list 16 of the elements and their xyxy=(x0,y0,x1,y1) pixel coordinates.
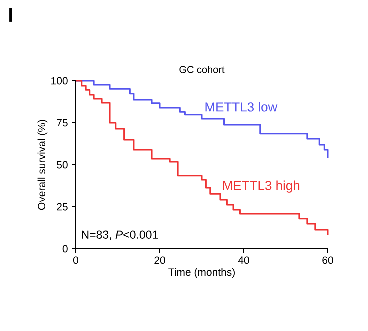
y-tick-label: 0 xyxy=(62,245,68,253)
y-tick-label: 75 xyxy=(57,119,68,127)
series-label: METTL3 high xyxy=(223,180,300,193)
x-tick-label: 20 xyxy=(154,256,166,264)
y-tick-label: 25 xyxy=(57,203,68,211)
series-label: METTL3 low xyxy=(206,102,278,112)
y-tick-label: 50 xyxy=(57,161,68,169)
y-axis-title: Overall survival (%) xyxy=(38,120,48,210)
x-tick-label: 0 xyxy=(73,256,78,264)
text: I xyxy=(10,8,12,22)
x-axis-title: Time (months) xyxy=(168,268,235,278)
y-tick-label: 100 xyxy=(52,77,68,85)
chart-title: GC cohort xyxy=(180,66,225,74)
annotation: N=83, P<0.001 xyxy=(82,230,158,240)
x-tick-label: 40 xyxy=(238,256,250,264)
x-tick-label: 60 xyxy=(322,256,334,264)
